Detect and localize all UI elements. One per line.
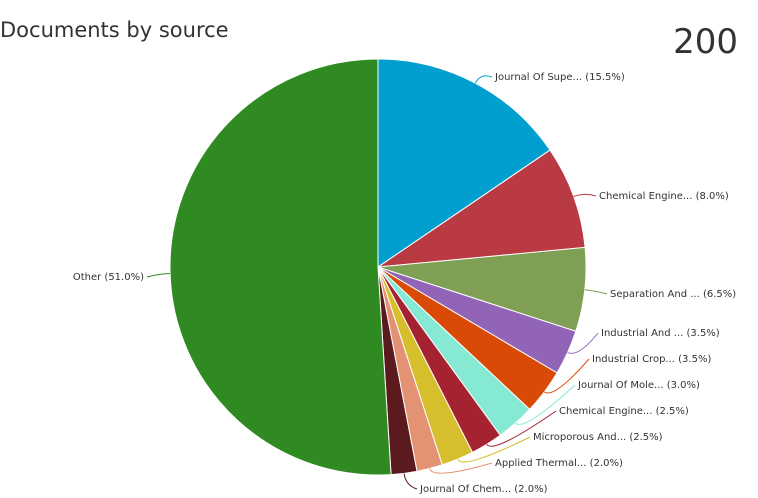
leader-line xyxy=(403,473,418,490)
leader-line xyxy=(474,75,493,84)
leader-line xyxy=(544,358,590,394)
leader-line xyxy=(146,273,171,278)
leader-lines xyxy=(146,75,608,490)
slice-label: Journal Of Supe... (15.5%) xyxy=(494,72,625,83)
slice-label: Journal Of Mole... (3.0%) xyxy=(577,380,700,391)
slice-label: Industrial Crop... (3.5%) xyxy=(592,354,711,365)
pie-slice[interactable] xyxy=(169,58,392,476)
slice-label: Chemical Engine... (2.5%) xyxy=(559,406,689,417)
leader-line xyxy=(457,436,531,463)
slice-label: Journal Of Chem... (2.0%) xyxy=(419,484,548,495)
slice-label: Separation And ... (6.5%) xyxy=(610,289,736,300)
pie-slice[interactable] xyxy=(377,58,551,268)
leader-line xyxy=(584,289,608,295)
slice-label: Industrial And ... (3.5%) xyxy=(601,328,720,339)
leader-line xyxy=(429,462,493,474)
slice-labels: Journal Of Supe... (15.5%) Chemical Engin… xyxy=(73,72,736,495)
total-count: 200 xyxy=(673,22,738,62)
leader-line xyxy=(515,384,576,425)
leader-line xyxy=(573,193,597,197)
slice-label: Applied Thermal... (2.0%) xyxy=(495,458,623,469)
slice-label: Microporous And... (2.5%) xyxy=(533,432,663,443)
slice-label: Other (51.0%) xyxy=(73,272,144,283)
leader-line xyxy=(567,332,599,354)
pie-slices xyxy=(169,58,587,476)
pie-slice[interactable] xyxy=(377,149,586,268)
leader-line xyxy=(486,410,557,447)
chart-title: Documents by source xyxy=(0,18,229,42)
slice-label: Chemical Engine... (8.0%) xyxy=(599,191,729,202)
